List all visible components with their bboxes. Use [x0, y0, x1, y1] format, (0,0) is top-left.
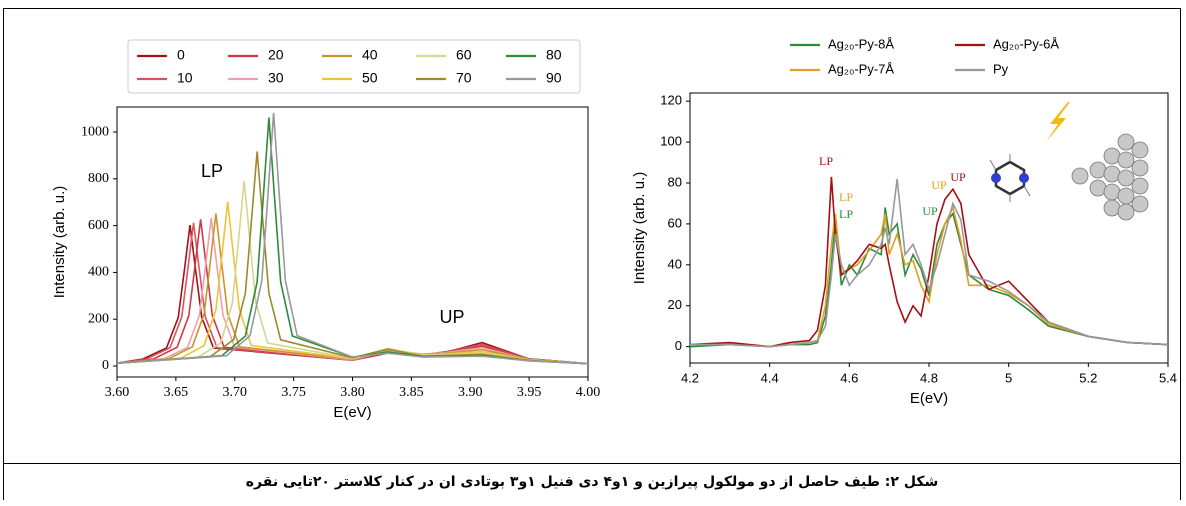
series-line	[117, 219, 588, 365]
x-tick-label: 4.2	[681, 370, 699, 385]
legend-label: Ag₂₀-Py-6Å	[993, 36, 1059, 51]
series-line	[117, 225, 588, 365]
legend-label: 30	[268, 70, 284, 86]
x-tick-label: 5.2	[1079, 370, 1097, 385]
x-tick-label: 4.8	[920, 370, 938, 385]
x-tick-label: 5	[1005, 370, 1012, 385]
legend-label: 80	[546, 47, 562, 63]
series-line	[690, 207, 1168, 348]
series-group	[690, 176, 1168, 348]
y-tick-label: 600	[88, 218, 109, 233]
y-tick-label: 60	[668, 215, 682, 230]
figure-frame	[3, 8, 1181, 500]
series-line	[117, 201, 588, 365]
annotation: UP	[922, 204, 938, 218]
annotation: LP	[839, 207, 853, 221]
caption-divider	[3, 463, 1181, 464]
y-tick-label: 200	[88, 311, 109, 326]
series-line	[690, 176, 1168, 348]
y-tick-label: 100	[660, 134, 682, 149]
nitrogen	[991, 173, 1001, 183]
legend-label: 10	[177, 70, 193, 86]
y-tick-label: 120	[660, 93, 682, 108]
legend-label: 60	[456, 47, 472, 63]
x-tick-label: 3.70	[223, 385, 248, 400]
annotation: LP	[839, 190, 853, 204]
series-line	[117, 218, 588, 365]
annotation: UP	[931, 178, 947, 192]
y-axis-label: Intensity (arb. u.)	[631, 172, 648, 285]
x-tick-label: 3.95	[517, 385, 542, 400]
legend-label: 70	[456, 70, 472, 86]
legend-label: 90	[546, 70, 562, 86]
legend-label: 50	[362, 70, 378, 86]
plot-frame	[689, 92, 1169, 364]
legend-label: 40	[362, 47, 378, 63]
series-line	[117, 213, 588, 365]
series-line	[117, 151, 588, 365]
x-axis-label: E(eV)	[910, 390, 948, 407]
x-tick-label: 4.4	[761, 370, 779, 385]
series-line	[117, 222, 588, 365]
silver-cluster	[1071, 133, 1149, 221]
y-tick-label: 40	[668, 256, 682, 271]
caption: شکل ۲: طیف حاصل از دو مولکول پیرازین و ۱…	[245, 474, 939, 490]
annotation: UP	[950, 170, 966, 184]
series-line	[690, 178, 1168, 348]
x-tick-label: 3.85	[399, 385, 424, 400]
annotation: LP	[819, 154, 833, 168]
x-axis-label: E(eV)	[333, 404, 371, 421]
legend-label: Ag₂₀-Py-7Å	[828, 61, 894, 76]
y-tick-label: 400	[88, 265, 109, 280]
x-tick-label: 4.6	[840, 370, 858, 385]
series-group	[117, 112, 588, 365]
y-tick-label: 0	[102, 358, 109, 373]
annotation: LP	[201, 161, 223, 181]
legend-label: Py	[993, 61, 1009, 76]
x-tick-label: 3.65	[164, 385, 189, 400]
light-bolt	[1046, 102, 1070, 142]
legend-box	[127, 39, 581, 94]
x-tick-label: 3.80	[340, 385, 365, 400]
series-line	[117, 180, 588, 365]
legend-label: 20	[268, 47, 284, 63]
annotation: UP	[439, 307, 464, 327]
bond	[989, 159, 997, 171]
y-tick-label: 0	[675, 338, 682, 353]
y-tick-label: 20	[668, 297, 682, 312]
y-tick-label: 1000	[81, 124, 109, 139]
figure: 3.60 3.65 3.70 3.75 3.80 3.85 3.90 3.95 4.000200…	[51, 36, 1177, 421]
y-tick-label: 800	[88, 171, 109, 186]
legend-label: Ag₂₀-Py-8Å	[828, 36, 894, 51]
x-tick-label: 3.60	[105, 385, 130, 400]
bond	[1023, 185, 1031, 197]
x-tick-label: 5.4	[1159, 370, 1177, 385]
y-tick-label: 80	[668, 174, 682, 189]
x-tick-label: 4.00	[576, 385, 601, 400]
y-axis-label: Intensity (arb. u.)	[51, 186, 68, 299]
x-tick-label: 3.75	[281, 385, 306, 400]
x-tick-label: 3.90	[458, 385, 483, 400]
molecule-illustration	[989, 102, 1149, 221]
series-line	[690, 205, 1168, 348]
nitrogen	[1019, 173, 1029, 183]
series-line	[117, 112, 588, 365]
legend-label: 0	[177, 47, 185, 63]
